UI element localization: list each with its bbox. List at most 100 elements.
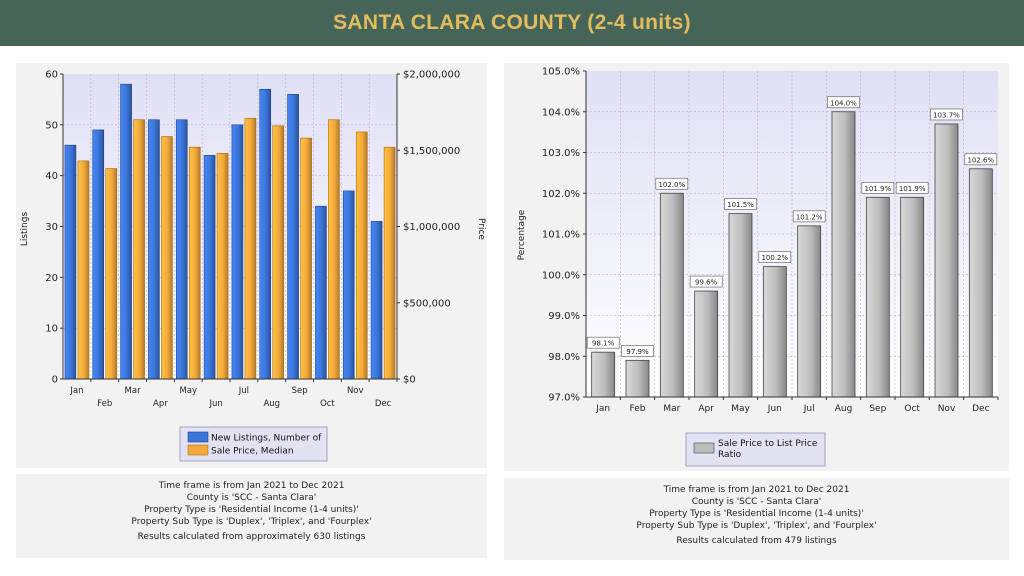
x-tick-label: Jun xyxy=(208,399,222,409)
data-label: 97.9% xyxy=(626,348,649,356)
x-tick-label: Jul xyxy=(803,404,815,414)
bar-listings xyxy=(259,88,272,380)
caption-line: Property Type is 'Residential Income (1-… xyxy=(144,505,359,515)
data-label: 102.0% xyxy=(658,181,685,189)
bar-ratio xyxy=(900,196,925,398)
bar-price xyxy=(77,160,90,380)
legend-swatch-price xyxy=(187,444,209,456)
x-tick-label: Apr xyxy=(153,399,168,409)
y-tick-label: 99.0% xyxy=(548,311,580,322)
bar-listings xyxy=(231,124,244,380)
data-label: 98.1% xyxy=(592,340,615,348)
bar-listings xyxy=(287,94,299,380)
y-tick-label: 100.0% xyxy=(542,270,580,281)
page-title: SANTA CLARA COUNTY (2-4 units) xyxy=(333,11,691,34)
bar-price xyxy=(383,146,396,380)
data-label-box xyxy=(689,275,723,288)
data-label-box xyxy=(621,345,654,357)
bar-listings xyxy=(315,205,327,380)
x-tick-label: Jul xyxy=(238,386,249,396)
y2-axis-label: Price xyxy=(476,218,486,240)
y-tick-label: 10 xyxy=(45,324,58,335)
bar-ratio xyxy=(968,168,993,398)
x-tick-label: Aug xyxy=(263,399,280,409)
y-tick-label: 0 xyxy=(52,375,58,386)
data-label-box xyxy=(655,177,689,190)
y2-tick-label: $0 xyxy=(403,375,416,386)
y2-tick-label: $1,000,000 xyxy=(403,222,460,233)
chart-panel-left: 0 10 20 30 40 50 60 $0 $500,000 $1,000,000 $1,500,… xyxy=(16,63,487,468)
data-label-box xyxy=(930,108,963,121)
x-tick-label: Feb xyxy=(630,404,646,414)
x-tick-label: Jan xyxy=(595,404,610,414)
bar-ratio xyxy=(625,359,650,398)
data-label: 99.6% xyxy=(695,279,718,287)
legend-label-line: Ratio xyxy=(718,450,742,460)
data-label: 101.9% xyxy=(899,185,926,193)
caption-line: Property Sub Type is 'Duplex', 'Triplex'… xyxy=(131,517,372,527)
bar-ratio xyxy=(831,111,856,398)
y-tick-label: 98.0% xyxy=(548,352,580,363)
y-axis-label: Listings xyxy=(20,212,30,247)
caption-right: Time frame is from Jan 2021 to Dec 2021 … xyxy=(504,478,1009,560)
y-tick-label: 105.0% xyxy=(542,67,580,78)
data-label: 101.5% xyxy=(727,201,754,209)
x-tick-label: Dec xyxy=(375,399,392,409)
data-label-box xyxy=(792,210,826,223)
caption-line: Time frame is from Jan 2021 to Dec 2021 xyxy=(158,481,345,491)
legend-label-line: Sale Price to List Price xyxy=(718,439,818,449)
x-tick-label: Dec xyxy=(972,404,989,414)
legend-label: Sale Price to List Price Ratio xyxy=(718,439,818,460)
x-tick-label: Nov xyxy=(347,386,364,396)
bar-price xyxy=(216,153,229,380)
y2-tick-label: $1,500,000 xyxy=(403,146,460,157)
bar-ratio xyxy=(591,351,616,398)
data-label-box xyxy=(827,96,860,109)
bar-listings xyxy=(342,190,355,380)
caption-line: Property Sub Type is 'Duplex', 'Triplex'… xyxy=(636,521,877,531)
bar-ratio xyxy=(762,266,787,398)
bar-listings xyxy=(64,144,77,380)
bar-price xyxy=(105,168,118,380)
listings-price-chart: 0 10 20 30 40 50 60 $0 $500,000 $1,000,000 $1,500,… xyxy=(20,70,486,462)
legend-label: New Listings, Number of xyxy=(211,434,322,444)
bar-price xyxy=(133,119,145,380)
bar-ratio xyxy=(797,225,822,398)
data-label: 100.2% xyxy=(761,254,788,262)
data-label-box xyxy=(964,153,998,166)
legend-swatch-listings xyxy=(187,431,209,443)
data-label-box xyxy=(895,182,929,194)
data-label: 101.9% xyxy=(864,185,891,193)
bar-ratio xyxy=(865,196,890,398)
x-tick-label: Sep xyxy=(292,386,308,396)
bar-listings xyxy=(92,129,105,380)
bar-listings xyxy=(203,155,216,380)
price-ratio-chart: 97.0% 98.0% 99.0% 100.0% 101.0% 102.0% 103.0% 1… xyxy=(517,67,999,467)
bar-price xyxy=(355,131,368,380)
data-label: 103.7% xyxy=(933,111,960,119)
data-label: 101.2% xyxy=(796,213,823,221)
bar-price xyxy=(244,117,257,380)
x-tick-label: Mar xyxy=(125,386,142,396)
bar-listings xyxy=(370,221,383,380)
y2-tick-label: $2,000,000 xyxy=(403,70,460,81)
y-tick-label: 30 xyxy=(45,222,58,233)
bar-price xyxy=(188,146,201,380)
data-label-box xyxy=(758,251,792,263)
y-tick-label: 60 xyxy=(45,70,58,81)
x-tick-label: Jun xyxy=(767,404,782,414)
x-tick-label: May xyxy=(731,404,750,414)
bar-price xyxy=(300,137,312,380)
x-tick-label: Mar xyxy=(663,404,680,414)
bar-ratio xyxy=(694,290,719,398)
data-label: 104.0% xyxy=(830,99,857,107)
data-label: 102.6% xyxy=(967,156,994,164)
bar-ratio xyxy=(659,192,684,398)
y-tick-label: 104.0% xyxy=(542,107,580,118)
x-tick-label: Jan xyxy=(69,386,83,396)
y-tick-label: 50 xyxy=(45,120,58,131)
x-tick-label: Apr xyxy=(698,404,714,414)
x-tick-label: Nov xyxy=(938,404,956,414)
x-tick-label: Aug xyxy=(835,404,853,414)
bar-listings xyxy=(120,83,132,380)
